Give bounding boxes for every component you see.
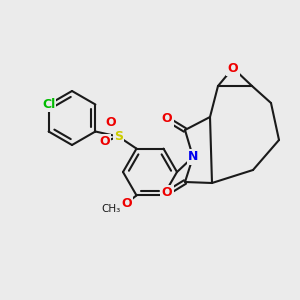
Text: O: O: [99, 135, 110, 148]
Text: O: O: [121, 197, 132, 210]
Text: O: O: [162, 112, 172, 125]
Text: S: S: [114, 130, 123, 143]
Text: N: N: [188, 151, 198, 164]
Text: O: O: [105, 116, 116, 129]
Text: Cl: Cl: [42, 98, 55, 111]
Text: CH₃: CH₃: [101, 204, 120, 214]
Text: O: O: [228, 61, 238, 74]
Text: O: O: [162, 187, 172, 200]
